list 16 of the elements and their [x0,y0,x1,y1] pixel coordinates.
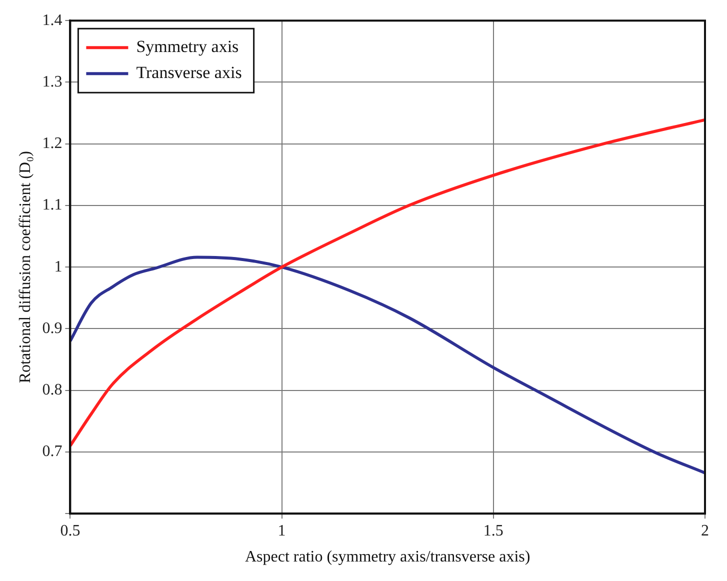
legend-label: Symmetry axis [136,37,239,56]
y-axis-title: Rotational diffusion coefficient (D₀) [16,151,34,384]
x-tick-label: 1 [278,522,286,540]
y-tick-label: 1.1 [42,196,62,214]
y-tick-label: 1.3 [42,73,62,90]
legend-label: Transverse axis [136,63,242,82]
y-tick-label: 1.2 [42,135,62,152]
x-tick-label: 1.5 [483,522,504,540]
y-tick-label: 0.8 [42,382,62,399]
x-tick-label: 2 [701,522,709,540]
y-tick-label: 1.4 [42,12,62,29]
y-tick-label: 0.9 [42,320,62,337]
y-tick-label: 0.7 [42,443,62,460]
x-axis-title: Aspect ratio (symmetry axis/transverse axis) [244,548,530,566]
x-tick-label: 0.5 [60,522,80,540]
y-tick-label: 1 [54,258,62,276]
